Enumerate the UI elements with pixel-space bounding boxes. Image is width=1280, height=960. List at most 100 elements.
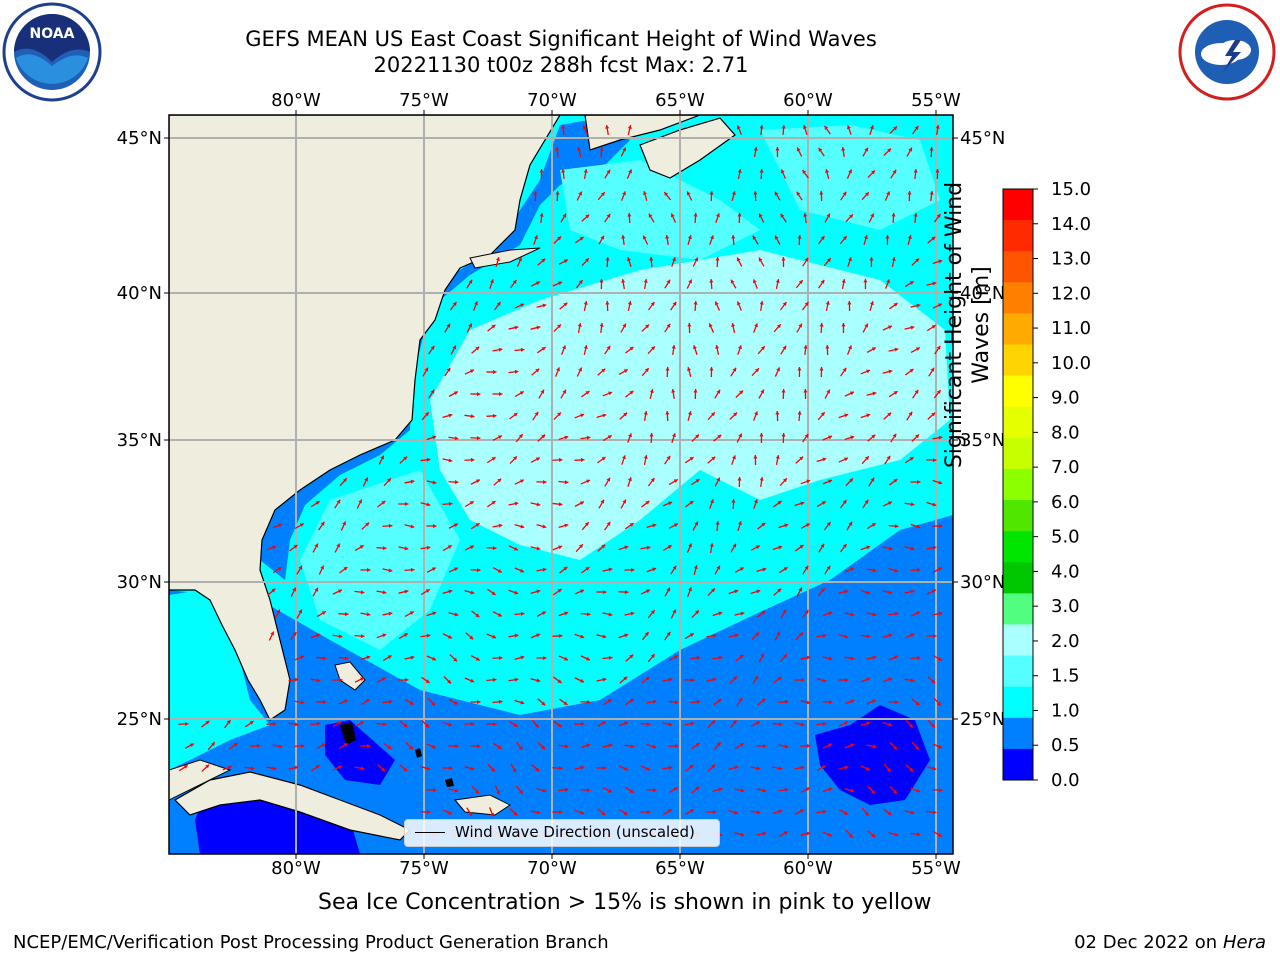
wave-direction-arrowhead xyxy=(842,367,847,372)
wave-direction-arrowhead xyxy=(806,700,811,705)
wave-direction-arrowhead xyxy=(888,590,893,595)
wave-direction-arrowhead xyxy=(608,612,613,617)
wave-direction-arrowhead xyxy=(403,633,408,637)
wave-direction-arrowhead xyxy=(650,477,655,482)
wave-direction-arrowhead xyxy=(893,745,897,750)
wave-direction-arrowhead xyxy=(716,477,721,482)
wave-direction-arrowhead xyxy=(605,301,610,305)
wave-direction-arrowhead xyxy=(563,701,568,705)
wave-direction-arrowhead xyxy=(932,502,937,507)
wave-direction-arrowhead xyxy=(777,501,782,505)
wave-direction-arrowhead xyxy=(602,413,607,418)
nws-logo xyxy=(1178,3,1276,101)
lon-label-top-70w: 70°W xyxy=(527,90,577,111)
wave-direction-arrowhead xyxy=(824,125,829,130)
wave-direction-arrowhead xyxy=(646,809,651,815)
wave-direction-arrowhead xyxy=(627,477,632,482)
wave-direction-arrowhead xyxy=(624,590,629,595)
wave-direction-arrowhead xyxy=(624,766,629,771)
wave-direction-arrowhead xyxy=(646,722,651,727)
wave-direction-arrowhead xyxy=(909,457,914,461)
wave-direction-arrowhead xyxy=(365,699,370,703)
wave-direction-arrowhead xyxy=(514,325,519,330)
wave-direction-arrowhead xyxy=(430,389,435,394)
wave-direction-arrowhead xyxy=(718,655,723,660)
wave-direction-arrowhead xyxy=(844,457,849,462)
wave-direction-arrowhead xyxy=(578,367,582,372)
wave-direction-arrowhead xyxy=(777,588,782,593)
lon-label-bottom-80w: 80°W xyxy=(271,858,321,879)
wave-direction-arrowhead xyxy=(426,502,431,507)
wave-direction-arrowhead xyxy=(409,745,413,750)
wave-direction-arrowhead xyxy=(907,235,912,240)
wave-direction-arrowhead xyxy=(822,721,827,726)
wave-direction-arrowhead xyxy=(689,809,694,813)
wave-direction-arrowhead xyxy=(298,565,303,570)
wave-direction-arrowhead xyxy=(665,411,670,415)
wave-direction-arrowhead xyxy=(424,367,429,372)
wave-direction-arrowhead xyxy=(535,281,540,286)
wave-direction-arrowhead xyxy=(432,611,437,616)
wave-direction-arrowhead xyxy=(695,434,699,439)
wave-direction-arrowhead xyxy=(366,612,371,617)
wave-direction-arrowhead xyxy=(426,633,431,638)
wave-direction-arrowhead xyxy=(226,719,231,724)
colorbar-segment xyxy=(1003,468,1033,501)
wave-direction-arrowhead xyxy=(936,701,941,706)
wave-direction-arrowhead xyxy=(687,367,692,372)
wave-direction-arrowhead xyxy=(930,367,935,372)
wave-direction-arrowhead xyxy=(606,521,611,526)
wave-direction-arrowhead xyxy=(843,721,848,726)
wave-direction-arrowhead xyxy=(577,323,582,327)
wave-direction-arrowhead xyxy=(447,679,452,684)
wave-direction-arrowhead xyxy=(320,565,324,570)
wave-direction-arrowhead xyxy=(470,766,475,771)
wave-direction-arrowhead xyxy=(709,191,714,195)
wave-direction-arrowhead xyxy=(338,765,343,770)
wave-direction-arrowhead xyxy=(469,369,474,374)
wave-direction-arrowhead xyxy=(796,191,801,196)
wave-direction-arrowhead xyxy=(513,413,518,417)
wave-direction-arrowhead xyxy=(300,700,305,705)
wave-direction-arrowhead xyxy=(585,566,590,571)
wave-direction-arrowhead xyxy=(938,744,943,749)
wave-direction-arrowhead xyxy=(844,634,849,639)
wave-direction-arrowhead xyxy=(256,743,261,748)
wave-direction-arrowhead xyxy=(761,698,766,703)
wave-direction-arrowhead xyxy=(781,125,786,129)
wave-direction-arrowhead xyxy=(403,723,408,728)
wave-direction-arrowhead xyxy=(796,147,801,152)
wave-direction-arrowhead xyxy=(689,457,694,461)
wave-direction-arrowhead xyxy=(433,523,437,529)
wave-direction-arrowhead xyxy=(754,323,758,328)
wave-direction-arrowhead xyxy=(740,832,745,837)
wave-direction-arrowhead xyxy=(359,545,364,549)
wave-direction-arrowhead xyxy=(410,479,415,484)
wave-direction-arrowhead xyxy=(734,810,739,815)
wave-direction-arrowhead xyxy=(322,699,327,705)
wave-direction-arrowhead xyxy=(864,811,869,816)
wave-direction-arrowhead xyxy=(738,345,742,350)
wave-direction-arrowhead xyxy=(608,743,613,748)
wave-direction-arrowhead xyxy=(534,723,539,728)
wave-direction-arrowhead xyxy=(933,633,937,639)
wave-direction-arrowhead xyxy=(454,480,459,485)
wave-direction-arrowhead xyxy=(404,677,409,683)
wave-direction-arrowhead xyxy=(270,631,274,636)
wave-direction-arrowhead xyxy=(475,613,480,618)
wave-direction-arrowhead xyxy=(732,543,737,548)
wave-direction-arrowhead xyxy=(872,655,877,660)
wave-direction-arrowhead xyxy=(731,499,736,503)
wave-direction-arrowhead xyxy=(804,565,809,570)
wave-direction-arrowhead xyxy=(865,192,869,197)
wave-direction-arrowhead xyxy=(758,213,763,218)
wave-direction-arrowhead xyxy=(605,125,610,129)
noaa-logo: NOAA xyxy=(2,2,102,102)
wave-direction-arrowhead xyxy=(694,521,699,526)
wave-direction-arrowhead xyxy=(709,543,714,547)
wave-direction-arrowhead xyxy=(643,279,648,283)
wave-direction-arrowhead xyxy=(404,546,409,551)
wave-direction-arrowhead xyxy=(652,523,657,528)
wave-direction-arrowhead xyxy=(475,479,480,484)
wave-direction-arrowhead xyxy=(476,391,481,397)
